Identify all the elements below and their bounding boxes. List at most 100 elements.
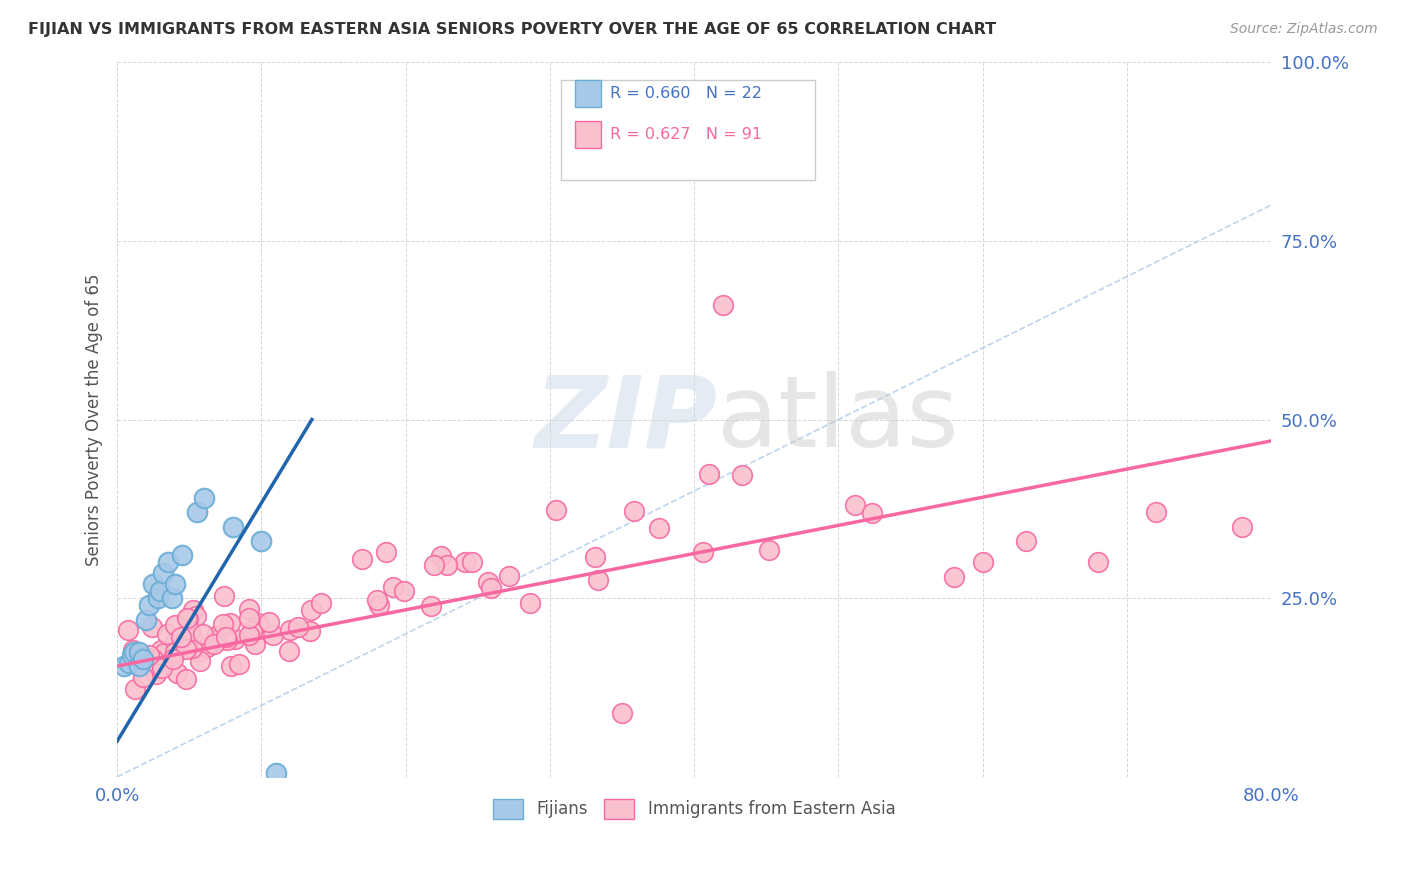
Text: Source: ZipAtlas.com: Source: ZipAtlas.com (1230, 22, 1378, 37)
Point (257, 615, 280, 629)
Point (179, 624, 201, 639)
Point (142, 653, 165, 667)
Point (238, 628, 260, 642)
Y-axis label: Seniors Poverty Over the Age of 65: Seniors Poverty Over the Age of 65 (86, 273, 103, 566)
Point (141, 620, 163, 634)
Point (454, 555, 477, 569)
Point (195, 640, 218, 655)
Point (350, 552, 373, 566)
Point (583, 549, 606, 564)
Point (392, 583, 415, 598)
Point (156, 556, 179, 570)
Point (131, 670, 153, 684)
Point (145, 667, 167, 681)
Point (152, 566, 174, 581)
Point (247, 615, 270, 630)
Point (623, 504, 645, 518)
Point (160, 591, 183, 606)
Point (112, 659, 135, 673)
Point (188, 654, 211, 668)
Point (156, 627, 179, 641)
Point (224, 632, 246, 646)
Point (165, 635, 187, 649)
Point (205, 629, 228, 643)
Point (162, 652, 184, 666)
Point (1232, 519, 1254, 533)
Point (264, 766, 287, 780)
Point (138, 599, 160, 613)
Point (204, 637, 226, 651)
Point (165, 618, 187, 632)
Point (176, 611, 198, 625)
Point (381, 580, 404, 594)
Point (150, 642, 173, 657)
Point (170, 630, 193, 644)
Point (150, 661, 173, 675)
Point (758, 543, 780, 558)
Point (186, 505, 208, 519)
Point (132, 652, 155, 666)
Point (124, 645, 146, 659)
Point (586, 573, 609, 587)
Legend: Fijians, Immigrants from Eastern Asia: Fijians, Immigrants from Eastern Asia (486, 792, 903, 826)
Point (138, 648, 160, 662)
Point (122, 642, 145, 657)
Point (176, 641, 198, 656)
Point (124, 647, 146, 661)
Point (436, 558, 458, 572)
Point (844, 498, 866, 512)
Point (238, 611, 260, 625)
Point (477, 574, 499, 589)
Point (153, 646, 176, 660)
FancyBboxPatch shape (575, 80, 600, 107)
Point (546, 502, 568, 516)
Point (262, 628, 284, 642)
Point (366, 593, 388, 607)
Point (193, 491, 215, 505)
Point (215, 630, 238, 644)
FancyBboxPatch shape (561, 80, 815, 180)
FancyBboxPatch shape (575, 120, 600, 148)
Point (181, 602, 204, 616)
Point (287, 620, 309, 634)
Point (180, 640, 202, 655)
Point (730, 468, 752, 483)
Point (367, 598, 389, 612)
Point (647, 521, 669, 535)
Point (697, 467, 720, 481)
Point (163, 645, 186, 659)
Point (610, 706, 633, 720)
Point (191, 627, 214, 641)
Point (184, 609, 207, 624)
Point (181, 632, 204, 647)
Point (163, 577, 186, 591)
Point (429, 549, 451, 563)
Point (176, 673, 198, 687)
Point (142, 577, 165, 591)
Text: FIJIAN VS IMMIGRANTS FROM EASTERN ASIA SENIORS POVERTY OVER THE AGE OF 65 CORREL: FIJIAN VS IMMIGRANTS FROM EASTERN ASIA S… (28, 22, 997, 37)
Point (173, 632, 195, 646)
Point (711, 298, 734, 312)
Point (217, 633, 239, 648)
Point (118, 656, 141, 670)
Point (423, 558, 446, 572)
Point (479, 581, 502, 595)
Point (243, 637, 266, 651)
Point (172, 549, 194, 563)
Point (1144, 505, 1167, 519)
Point (166, 666, 188, 681)
Point (250, 534, 273, 549)
Point (121, 648, 143, 663)
Point (146, 591, 169, 606)
Point (207, 633, 229, 648)
Text: R = 0.627   N = 91: R = 0.627 N = 91 (610, 127, 762, 142)
Point (117, 623, 139, 637)
Point (228, 657, 250, 671)
Point (212, 617, 235, 632)
Point (498, 569, 520, 583)
Point (972, 556, 994, 570)
Point (221, 519, 243, 533)
Point (1087, 556, 1109, 570)
Point (298, 624, 321, 638)
Point (128, 645, 150, 659)
